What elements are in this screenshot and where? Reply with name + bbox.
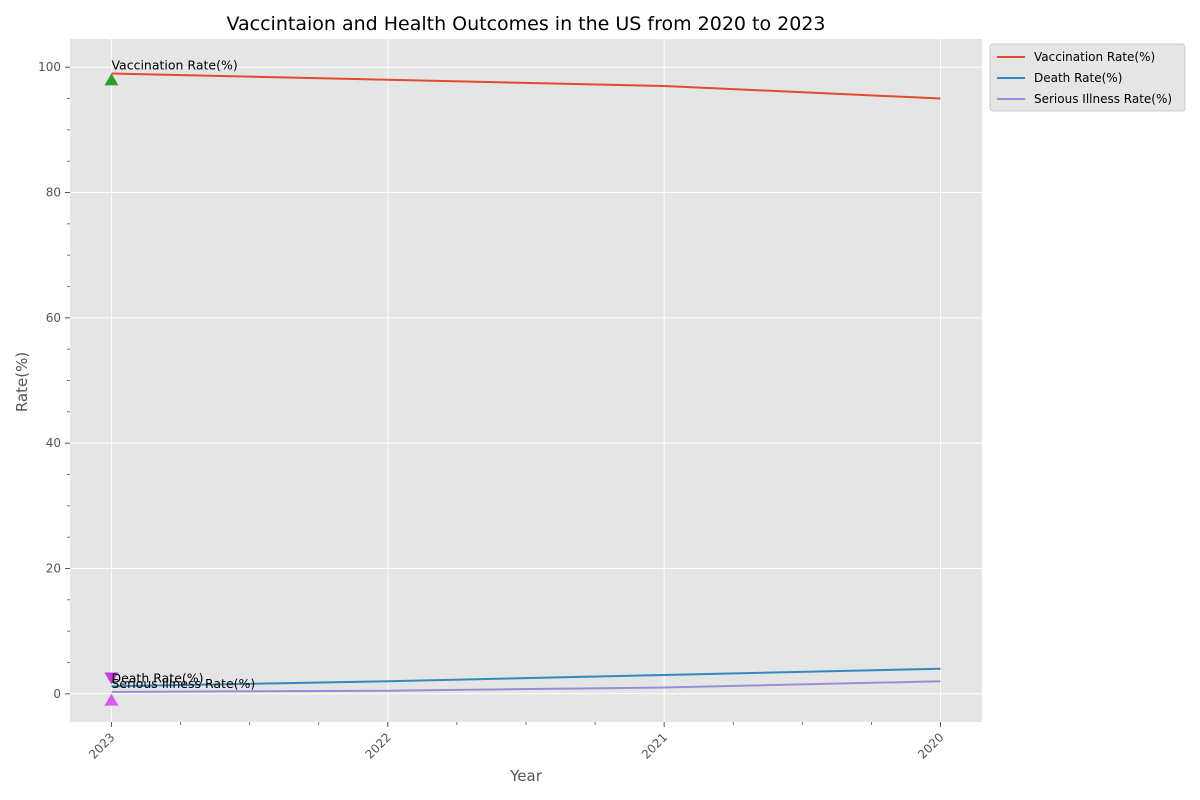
annotation-label-1: Death Rate(%)	[111, 670, 203, 685]
x-tick-label: 2021	[639, 730, 670, 761]
y-tick-label: 40	[46, 436, 61, 450]
annotation-marker-0	[104, 73, 119, 86]
plot-area	[70, 39, 982, 722]
y-tick-label: 20	[46, 561, 61, 575]
legend-label-2: Serious Illness Rate(%)	[1034, 92, 1172, 106]
minor-ticks	[67, 98, 872, 725]
y-tick-label: 100	[38, 60, 61, 74]
legend-label-1: Death Rate(%)	[1034, 71, 1122, 85]
y-tick-label: 80	[46, 186, 61, 200]
annotation-marker-2	[104, 693, 119, 706]
annotation-label-0: Vaccination Rate(%)	[111, 57, 237, 72]
y-tick-label: 0	[53, 687, 61, 701]
x-tick-label: 2023	[86, 730, 117, 761]
annotation-label-2: Serious Illness Rate(%)	[111, 676, 255, 691]
legend: Vaccination Rate(%) Death Rate(%) Serious …	[989, 43, 1186, 112]
y-axis-label: Rate(%)	[13, 352, 31, 412]
legend-label-0: Vaccination Rate(%)	[1034, 50, 1155, 64]
annotation-marker-1	[104, 672, 119, 685]
y-tick-label: 60	[46, 311, 61, 325]
annotations: Vaccination Rate(%) Death Rate(%)Serious …	[104, 57, 255, 706]
series-line-0	[111, 72, 941, 100]
legend-box	[989, 43, 1186, 112]
x-tick-label: 2020	[915, 730, 946, 761]
chart-title: Vaccintaion and Health Outcomes in the U…	[226, 13, 825, 35]
series-lines	[111, 72, 941, 693]
x-axis-label: Year	[509, 767, 543, 785]
grid-lines	[70, 39, 982, 722]
y-axis-ticks: 0 20 40 60 80 100	[38, 60, 70, 701]
x-axis-ticks: 2023 2022 2021 2020	[86, 722, 947, 762]
x-tick-label: 2022	[362, 730, 393, 761]
series-line-2	[111, 680, 941, 693]
series-line-1	[111, 667, 941, 688]
